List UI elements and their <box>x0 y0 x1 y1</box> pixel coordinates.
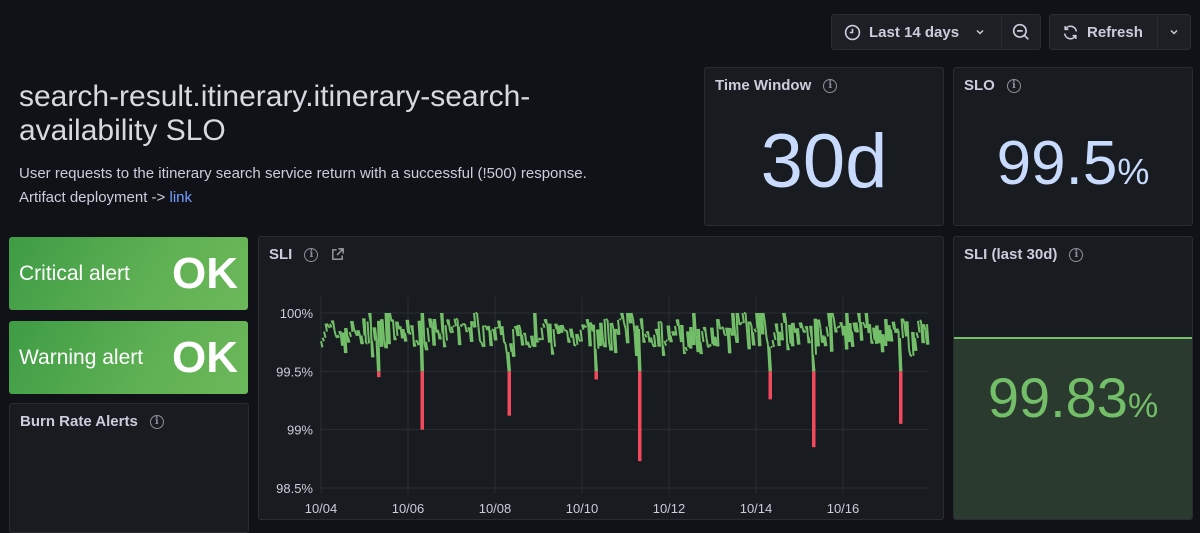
svg-text:99%: 99% <box>287 423 313 438</box>
time-picker-group: Last 14 days <box>831 14 1041 50</box>
artifact-prefix: Artifact deployment -> <box>19 189 165 206</box>
critical-alert-stat[interactable]: Critical alert OK <box>9 237 248 310</box>
artifact-link[interactable]: link <box>170 189 193 206</box>
panel-header: SLO i <box>964 77 1021 94</box>
svg-text:98.5%: 98.5% <box>276 481 313 496</box>
critical-alert-value: OK <box>172 249 238 299</box>
svg-text:99.5%: 99.5% <box>276 364 313 379</box>
artifact-line: Artifact deployment -> link <box>19 189 192 206</box>
page-title-line1: search-result.itinerary.itinerary-search… <box>19 80 530 114</box>
slo-value: 99.5% <box>954 128 1192 199</box>
refresh-interval-dropdown[interactable] <box>1158 15 1190 49</box>
panel-header: Time Window i <box>715 77 837 94</box>
svg-text:10/10: 10/10 <box>566 501 599 516</box>
zoom-out-icon <box>1012 23 1030 41</box>
svg-text:10/04: 10/04 <box>305 501 338 516</box>
warning-alert-stat[interactable]: Warning alert OK <box>9 321 248 394</box>
sli-30d-panel: SLI (last 30d) i 99.83% <box>953 236 1193 520</box>
info-icon[interactable]: i <box>1007 79 1021 93</box>
slo-panel: SLO i 99.5% <box>953 67 1193 226</box>
panel-title: Time Window <box>715 77 811 94</box>
time-window-panel: Time Window i 30d <box>704 67 944 226</box>
sli-30d-value: 99.83% <box>954 365 1192 430</box>
info-icon[interactable]: i <box>823 79 837 93</box>
sli-30d-number: 99.83 <box>988 366 1128 429</box>
slo-description: User requests to the itinerary search se… <box>19 165 587 182</box>
page-title: search-result.itinerary.itinerary-search… <box>19 80 530 148</box>
time-window-value: 30d <box>705 118 943 205</box>
page-title-line2: availability SLO <box>19 114 530 148</box>
burn-rate-alerts-panel: Burn Rate Alerts i <box>9 403 249 533</box>
slo-number: 99.5 <box>997 129 1118 198</box>
chevron-down-icon <box>975 27 985 37</box>
refresh-label: Refresh <box>1087 24 1143 41</box>
chevron-down-icon <box>1169 27 1179 37</box>
info-icon[interactable]: i <box>150 415 164 429</box>
warning-alert-value: OK <box>172 333 238 383</box>
sli-30d-unit: % <box>1128 387 1158 425</box>
panel-header: SLI (last 30d) i <box>964 246 1083 263</box>
svg-text:100%: 100% <box>280 306 314 321</box>
svg-text:10/06: 10/06 <box>392 501 425 516</box>
info-icon[interactable]: i <box>1069 248 1083 262</box>
refresh-button[interactable]: Refresh <box>1050 15 1158 49</box>
warning-alert-label: Warning alert <box>19 346 143 370</box>
refresh-icon <box>1062 24 1079 41</box>
panel-header: Burn Rate Alerts i <box>20 413 164 430</box>
slo-unit: % <box>1117 151 1149 192</box>
clock-icon <box>844 24 861 41</box>
svg-text:10/16: 10/16 <box>827 501 860 516</box>
panel-title: SLI (last 30d) <box>964 246 1057 263</box>
refresh-group: Refresh <box>1049 14 1191 50</box>
svg-text:10/14: 10/14 <box>740 501 773 516</box>
critical-alert-label: Critical alert <box>19 262 130 286</box>
time-range-picker[interactable]: Last 14 days <box>832 15 1002 49</box>
svg-text:10/08: 10/08 <box>479 501 512 516</box>
panel-title: Burn Rate Alerts <box>20 413 138 430</box>
svg-text:10/12: 10/12 <box>653 501 686 516</box>
zoom-out-button[interactable] <box>1002 15 1040 49</box>
time-range-label: Last 14 days <box>869 24 959 41</box>
sli-timeseries-chart[interactable]: 10/04 10/06 10/08 10/10 10/12 10/14 10/16 100% 9… <box>259 237 945 521</box>
panel-title: SLO <box>964 77 995 94</box>
